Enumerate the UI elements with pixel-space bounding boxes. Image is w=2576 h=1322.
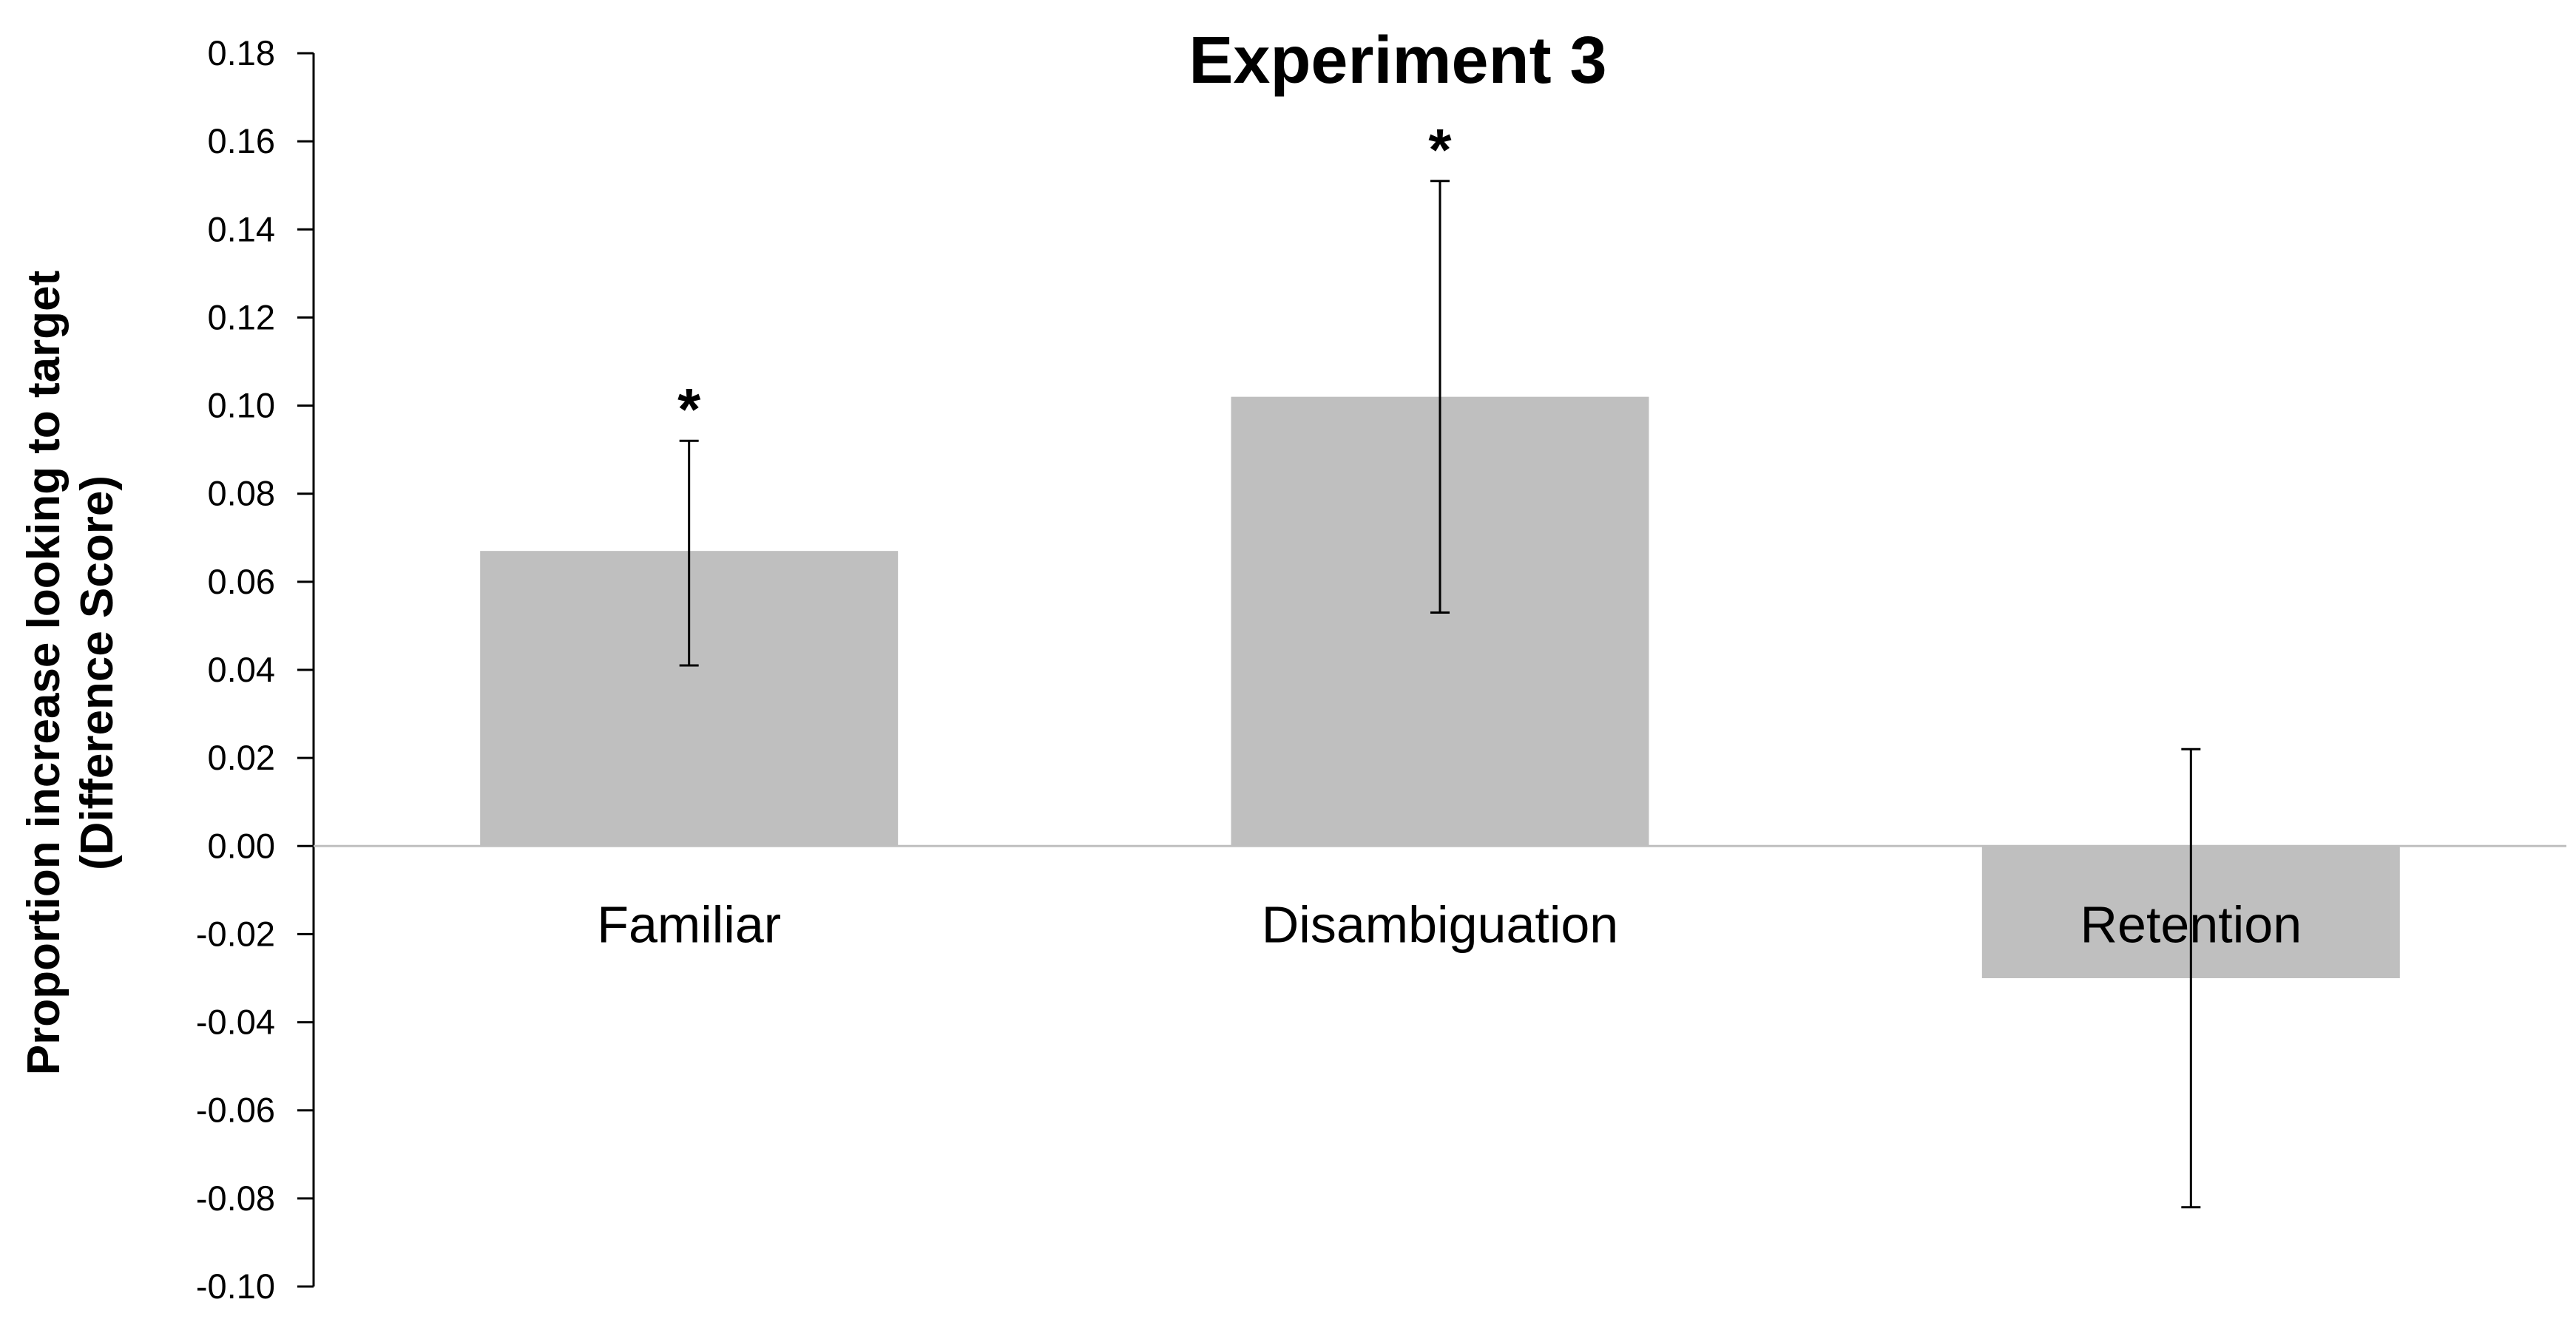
y-tick-label: -0.06 [196, 1091, 275, 1130]
y-tick-label: -0.10 [196, 1267, 275, 1306]
y-tick-label: 0.10 [208, 386, 275, 425]
y-tick-label: 0.02 [208, 738, 275, 777]
chart-title: Experiment 3 [1189, 24, 1606, 98]
category-label: Familiar [597, 895, 781, 953]
category-label: Disambiguation [1262, 895, 1618, 953]
category-label: Retention [2080, 895, 2302, 953]
y-tick-label: -0.02 [196, 914, 275, 953]
error-bars-layer [679, 180, 2201, 1209]
y-tick-label: 0.16 [208, 121, 275, 160]
y-tick-label: 0.00 [208, 826, 275, 865]
y-axis-label-line-2: (Difference Score) [72, 475, 123, 870]
y-tick-label: 0.08 [208, 474, 275, 513]
significance-marker: * [677, 376, 701, 442]
y-axis-label-line-1: Proportion increase looking to target [18, 271, 70, 1076]
y-tick-label: -0.04 [196, 1003, 275, 1042]
y-tick-label: 0.06 [208, 562, 275, 601]
y-tick-label: 0.18 [208, 33, 275, 72]
y-tick-label: 0.14 [208, 209, 275, 248]
labels-layer: 0.18 0.16 0.14 0.12 0.10 0.08 0.06 0.04 0.02 0.00… [196, 33, 2302, 1306]
significance-marker: * [1428, 117, 1452, 183]
y-tick-label: 0.12 [208, 297, 275, 336]
y-tick-label: -0.08 [196, 1179, 275, 1218]
y-tick-label: 0.04 [208, 650, 275, 689]
